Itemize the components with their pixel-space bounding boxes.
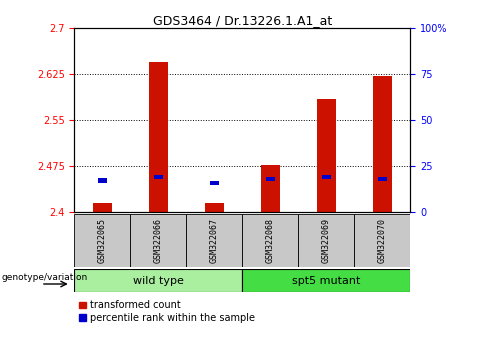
Text: genotype/variation: genotype/variation bbox=[1, 273, 88, 281]
Bar bbox=[299, 214, 354, 267]
Bar bbox=[131, 214, 186, 267]
Bar bbox=[149, 62, 168, 212]
Bar bbox=[242, 214, 299, 267]
Bar bbox=[265, 177, 276, 181]
Bar bbox=[317, 99, 336, 212]
Text: spt5 mutant: spt5 mutant bbox=[292, 275, 360, 286]
Text: GSM322067: GSM322067 bbox=[210, 218, 219, 263]
Bar bbox=[209, 181, 219, 185]
Bar bbox=[93, 203, 112, 212]
Text: GSM322065: GSM322065 bbox=[98, 218, 107, 263]
Bar bbox=[97, 178, 108, 183]
Title: GDS3464 / Dr.13226.1.A1_at: GDS3464 / Dr.13226.1.A1_at bbox=[153, 14, 332, 27]
Text: GSM322069: GSM322069 bbox=[322, 218, 331, 263]
Bar bbox=[204, 203, 224, 212]
Legend: transformed count, percentile rank within the sample: transformed count, percentile rank withi… bbox=[79, 301, 255, 323]
Text: GSM322066: GSM322066 bbox=[154, 218, 163, 263]
Bar bbox=[354, 214, 410, 267]
Bar bbox=[322, 175, 331, 179]
Text: GSM322068: GSM322068 bbox=[266, 218, 275, 263]
Bar bbox=[74, 269, 242, 292]
Bar bbox=[186, 214, 242, 267]
Bar bbox=[377, 177, 387, 181]
Bar bbox=[154, 175, 163, 179]
Bar bbox=[74, 214, 131, 267]
Text: GSM322070: GSM322070 bbox=[378, 218, 387, 263]
Bar bbox=[261, 165, 280, 212]
Bar bbox=[242, 269, 410, 292]
Bar bbox=[372, 76, 392, 212]
Text: wild type: wild type bbox=[133, 275, 184, 286]
